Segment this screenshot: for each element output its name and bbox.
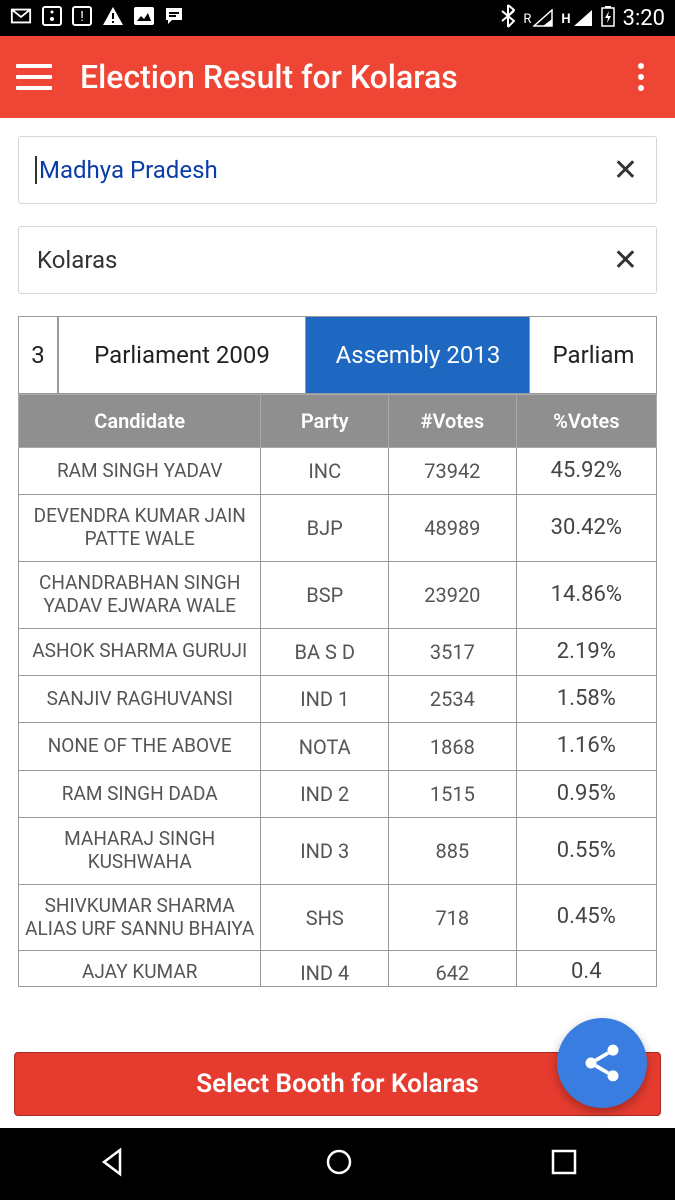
cell-candidate: DEVENDRA KUMAR JAIN PATTE WALE — [19, 495, 261, 562]
cell-votes: 3517 — [389, 628, 517, 675]
state-select[interactable]: Madhya Pradesh ✕ — [18, 136, 657, 204]
cell-party: BSP — [261, 561, 389, 628]
tab-next-partial[interactable]: Parliam — [530, 317, 657, 393]
cell-candidate: ASHOK SHARMA GURUJI — [19, 628, 261, 675]
cell-pct: 0.45% — [516, 884, 656, 951]
menu-button[interactable] — [16, 59, 52, 95]
clock-text: 3:20 — [623, 6, 665, 31]
table-row: DEVENDRA KUMAR JAIN PATTE WALE BJP 48989… — [19, 495, 657, 562]
home-button[interactable] — [324, 1147, 354, 1181]
svg-text:!: ! — [80, 9, 84, 25]
cell-votes: 1515 — [389, 770, 517, 817]
col-candidate: Candidate — [19, 395, 261, 448]
cell-pct: 1.58% — [516, 675, 656, 722]
cell-pct: 1.16% — [516, 723, 656, 770]
cell-party: INC — [261, 448, 389, 495]
results-table-container[interactable]: Candidate Party #Votes %Votes RAM SINGH … — [18, 394, 657, 1010]
col-party: Party — [261, 395, 389, 448]
image-icon — [134, 6, 154, 30]
cell-candidate: CHANDRABHAN SINGH YADAV EJWARA WALE — [19, 561, 261, 628]
cell-pct: 14.86% — [516, 561, 656, 628]
cell-pct: 45.92% — [516, 448, 656, 495]
recents-button[interactable] — [551, 1149, 577, 1179]
content-area: Madhya Pradesh ✕ Kolaras ✕ 3 Parliament … — [0, 118, 675, 1028]
table-row: SHIVKUMAR SHARMA ALIAS URF SANNU BHAIYA … — [19, 884, 657, 951]
battery-icon — [601, 5, 615, 32]
constituency-select[interactable]: Kolaras ✕ — [18, 226, 657, 294]
cell-candidate: AJAY KUMAR — [19, 951, 261, 986]
table-row: ASHOK SHARMA GURUJI BA S D 3517 2.19% — [19, 628, 657, 675]
share-fab[interactable] — [557, 1018, 647, 1108]
cell-party: BA S D — [261, 628, 389, 675]
cell-candidate: RAM SINGH YADAV — [19, 448, 261, 495]
cell-party: IND 3 — [261, 818, 389, 885]
table-row: MAHARAJ SINGH KUSHWAHA IND 3 885 0.55% — [19, 818, 657, 885]
election-tabs: 3 Parliament 2009 Assembly 2013 Parliam — [18, 316, 657, 394]
cell-votes: 718 — [389, 884, 517, 951]
table-row: CHANDRABHAN SINGH YADAV EJWARA WALE BSP … — [19, 561, 657, 628]
table-row: NONE OF THE ABOVE NOTA 1868 1.16% — [19, 723, 657, 770]
cell-party: NOTA — [261, 723, 389, 770]
cell-candidate: MAHARAJ SINGH KUSHWAHA — [19, 818, 261, 885]
overflow-menu-button[interactable] — [623, 63, 659, 91]
table-header-row: Candidate Party #Votes %Votes — [19, 395, 657, 448]
cell-pct: 30.42% — [516, 495, 656, 562]
cell-pct: 0.55% — [516, 818, 656, 885]
col-pct-votes: %Votes — [516, 395, 656, 448]
clear-state-icon[interactable]: ✕ — [613, 153, 638, 188]
tab-parliament-2009[interactable]: Parliament 2009 — [58, 317, 306, 393]
state-value: Madhya Pradesh — [35, 156, 613, 184]
table-row: RAM SINGH DADA IND 2 1515 0.95% — [19, 770, 657, 817]
back-button[interactable] — [98, 1147, 128, 1181]
cell-pct: 2.19% — [516, 628, 656, 675]
results-table: Candidate Party #Votes %Votes RAM SINGH … — [18, 394, 657, 987]
cell-votes: 73942 — [389, 448, 517, 495]
cell-candidate: RAM SINGH DADA — [19, 770, 261, 817]
cell-party: IND 2 — [261, 770, 389, 817]
cell-votes: 48989 — [389, 495, 517, 562]
cell-pct: 0.4 — [516, 951, 656, 986]
tab-assembly-2013[interactable]: Assembly 2013 — [306, 317, 530, 393]
signal-r-icon: R — [523, 9, 553, 27]
cell-votes: 2534 — [389, 675, 517, 722]
cell-party: IND 1 — [261, 675, 389, 722]
android-nav-bar — [0, 1128, 675, 1200]
notification-icon-2: ! — [72, 6, 92, 31]
table-row: SANJIV RAGHUVANSI IND 1 2534 1.58% — [19, 675, 657, 722]
cell-pct: 0.95% — [516, 770, 656, 817]
table-row: RAM SINGH YADAV INC 73942 45.92% — [19, 448, 657, 495]
cell-party: IND 4 — [261, 951, 389, 986]
cell-votes: 23920 — [389, 561, 517, 628]
message-icon — [164, 6, 184, 31]
signal-h-icon: H — [561, 9, 592, 27]
col-votes: #Votes — [389, 395, 517, 448]
cell-candidate: SANJIV RAGHUVANSI — [19, 675, 261, 722]
clear-constituency-icon[interactable]: ✕ — [613, 243, 638, 278]
cell-votes: 885 — [389, 818, 517, 885]
notification-icon — [42, 6, 62, 31]
status-bar: ! R H 3:20 — [0, 0, 675, 36]
bluetooth-icon — [501, 4, 515, 33]
tab-prev-partial[interactable]: 3 — [18, 317, 58, 393]
page-title: Election Result for Kolaras — [80, 58, 623, 96]
cell-party: BJP — [261, 495, 389, 562]
cell-party: SHS — [261, 884, 389, 951]
share-icon — [580, 1041, 624, 1085]
warning-icon — [102, 6, 124, 31]
constituency-value: Kolaras — [37, 246, 613, 274]
app-bar: Election Result for Kolaras — [0, 36, 675, 118]
table-row: AJAY KUMAR IND 4 642 0.4 — [19, 951, 657, 986]
cell-votes: 642 — [389, 951, 517, 986]
cell-candidate: SHIVKUMAR SHARMA ALIAS URF SANNU BHAIYA — [19, 884, 261, 951]
cell-candidate: NONE OF THE ABOVE — [19, 723, 261, 770]
gmail-icon — [10, 6, 32, 30]
cell-votes: 1868 — [389, 723, 517, 770]
